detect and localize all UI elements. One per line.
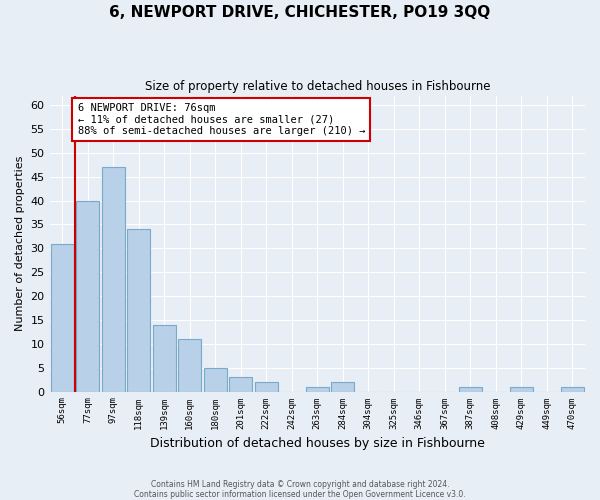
Text: 6, NEWPORT DRIVE, CHICHESTER, PO19 3QQ: 6, NEWPORT DRIVE, CHICHESTER, PO19 3QQ bbox=[109, 5, 491, 20]
Text: Contains HM Land Registry data © Crown copyright and database right 2024.
Contai: Contains HM Land Registry data © Crown c… bbox=[134, 480, 466, 499]
Bar bbox=[510, 387, 533, 392]
Bar bbox=[331, 382, 354, 392]
Text: 6 NEWPORT DRIVE: 76sqm
← 11% of detached houses are smaller (27)
88% of semi-det: 6 NEWPORT DRIVE: 76sqm ← 11% of detached… bbox=[77, 102, 365, 136]
Bar bbox=[561, 387, 584, 392]
X-axis label: Distribution of detached houses by size in Fishbourne: Distribution of detached houses by size … bbox=[150, 437, 485, 450]
Bar bbox=[127, 229, 150, 392]
Title: Size of property relative to detached houses in Fishbourne: Size of property relative to detached ho… bbox=[145, 80, 490, 93]
Bar bbox=[76, 200, 99, 392]
Bar bbox=[102, 167, 125, 392]
Bar bbox=[229, 377, 252, 392]
Bar bbox=[306, 387, 329, 392]
Y-axis label: Number of detached properties: Number of detached properties bbox=[15, 156, 25, 331]
Bar bbox=[204, 368, 227, 392]
Bar bbox=[51, 244, 74, 392]
Bar bbox=[459, 387, 482, 392]
Bar bbox=[255, 382, 278, 392]
Bar bbox=[153, 324, 176, 392]
Bar bbox=[178, 339, 201, 392]
